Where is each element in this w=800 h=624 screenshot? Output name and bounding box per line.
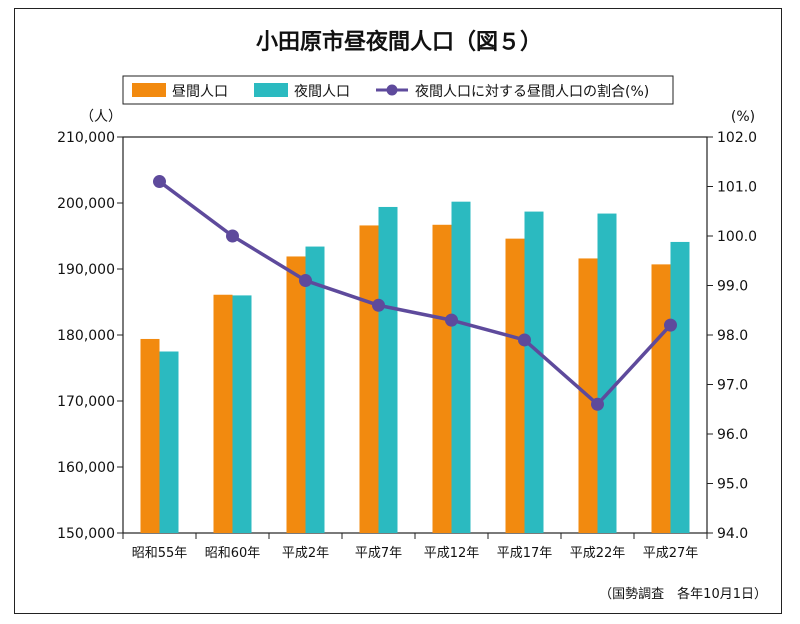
daytime-bar	[213, 294, 233, 533]
legend: 昼間人口 夜間人口 夜間人口に対する昼間人口の割合(%)	[132, 83, 649, 100]
x-tick-label: 平成7年	[355, 546, 402, 561]
y-left-tick-label: 150,000	[57, 526, 115, 542]
ratio-point	[153, 175, 166, 189]
daytime-bar	[140, 338, 160, 533]
y-left-unit: （人）	[80, 109, 122, 125]
y-right-tick-label: 96.0	[717, 427, 748, 443]
nighttime-bar	[524, 211, 544, 533]
x-tick-label: 平成22年	[570, 546, 626, 561]
y-right-tick-label: 99.0	[717, 279, 748, 295]
y-left-tick-label: 180,000	[57, 328, 115, 344]
daytime-bar	[505, 238, 525, 533]
legend-label-ratio: 夜間人口に対する昼間人口の割合(%)	[415, 83, 649, 100]
axes: 150,000 160,000 170,000 180,000 190,000 200,0…	[57, 130, 757, 561]
y-left-tick-label: 170,000	[57, 394, 115, 410]
chart-frame: 小田原市昼夜間人口（図５） 昼間人口 夜間人口 夜間人口に対する昼間人口の割合(…	[14, 8, 782, 614]
y-right-tick-label: 95.0	[717, 477, 748, 493]
x-tick-label: 平成17年	[497, 546, 553, 561]
x-tick-label: 平成2年	[282, 546, 329, 561]
ratio-point	[664, 318, 677, 332]
ratio-point	[445, 313, 458, 327]
legend-label-daytime: 昼間人口	[172, 84, 228, 100]
nighttime-bar	[159, 351, 179, 533]
y-left-tick-label: 190,000	[57, 262, 115, 278]
y-left-tick-label: 210,000	[57, 130, 115, 146]
y-right-tick-label: 94.0	[717, 526, 748, 542]
legend-marker-ratio	[386, 84, 398, 96]
x-tick-label: 平成27年	[643, 546, 699, 561]
chart-title: 小田原市昼夜間人口（図５）	[256, 29, 542, 55]
y-left-tick-label: 200,000	[57, 196, 115, 212]
bars	[140, 201, 690, 533]
plot-border	[122, 136, 708, 534]
y-right-tick-label: 101.0	[717, 180, 757, 196]
y-right-tick-label: 100.0	[717, 229, 757, 245]
ratio-point	[518, 333, 531, 347]
x-tick-label: 昭和55年	[132, 546, 188, 561]
ratio-line-path	[158, 180, 672, 407]
chart: 小田原市昼夜間人口（図５） 昼間人口 夜間人口 夜間人口に対する昼間人口の割合(…	[57, 29, 767, 602]
nighttime-bar	[305, 246, 325, 533]
y-left-tick-label: 160,000	[57, 460, 115, 476]
ratio-point	[591, 397, 604, 411]
nighttime-bar	[670, 241, 690, 533]
ratio-line	[153, 175, 677, 411]
daytime-bar	[651, 264, 671, 533]
y-right-tick-label: 102.0	[717, 130, 757, 146]
ratio-point	[372, 298, 385, 312]
legend-swatch-nighttime	[254, 83, 288, 97]
legend-label-nighttime: 夜間人口	[294, 84, 350, 100]
y-right-tick-label: 98.0	[717, 328, 748, 344]
source-note: （国勢調査 各年10月1日）	[599, 586, 767, 602]
daytime-bar	[286, 256, 306, 533]
nighttime-bar	[378, 206, 398, 533]
nighttime-bar	[232, 295, 252, 533]
ratio-point	[299, 274, 312, 288]
daytime-bar	[359, 225, 379, 533]
plot-area	[122, 136, 708, 534]
nighttime-bar	[451, 201, 471, 533]
legend-swatch-daytime	[132, 83, 166, 97]
daytime-bar	[432, 224, 452, 533]
ratio-point	[226, 229, 239, 243]
x-tick-label: 平成12年	[424, 546, 480, 561]
y-right-tick-label: 97.0	[717, 378, 748, 394]
y-right-unit: (%)	[731, 109, 755, 125]
x-tick-label: 昭和60年	[205, 546, 261, 561]
nighttime-bar	[597, 213, 617, 533]
